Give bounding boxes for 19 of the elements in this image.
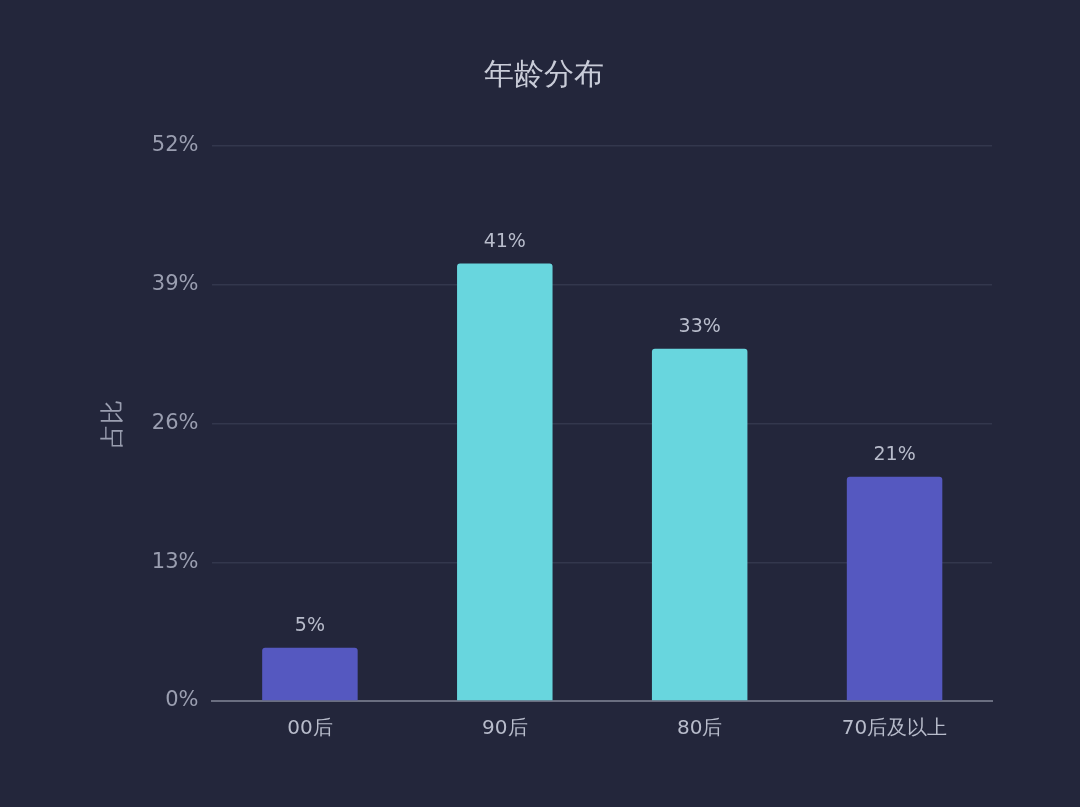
data-label: 33% (678, 314, 721, 337)
y-tick-label: 26% (151, 409, 199, 434)
y-axis-title: 占比 (97, 399, 126, 448)
x-tick-label: 90后 (482, 715, 528, 740)
chart-title: 年龄分布 (483, 55, 604, 91)
y-tick-label: 52% (151, 132, 199, 157)
y-tick-label: 0% (165, 687, 199, 712)
x-tick-label: 70后及以上 (841, 715, 948, 740)
bar (651, 348, 748, 701)
x-tick-label: 00后 (287, 715, 333, 740)
data-label: 21% (873, 442, 916, 465)
data-label: 41% (483, 228, 526, 251)
data-label: 5% (294, 613, 325, 636)
y-tick-label: 13% (151, 548, 199, 573)
x-tick-label: 80后 (676, 715, 723, 740)
bar (846, 476, 943, 701)
bar (457, 263, 553, 701)
bar (262, 647, 358, 701)
y-tick-label: 39% (151, 271, 199, 296)
